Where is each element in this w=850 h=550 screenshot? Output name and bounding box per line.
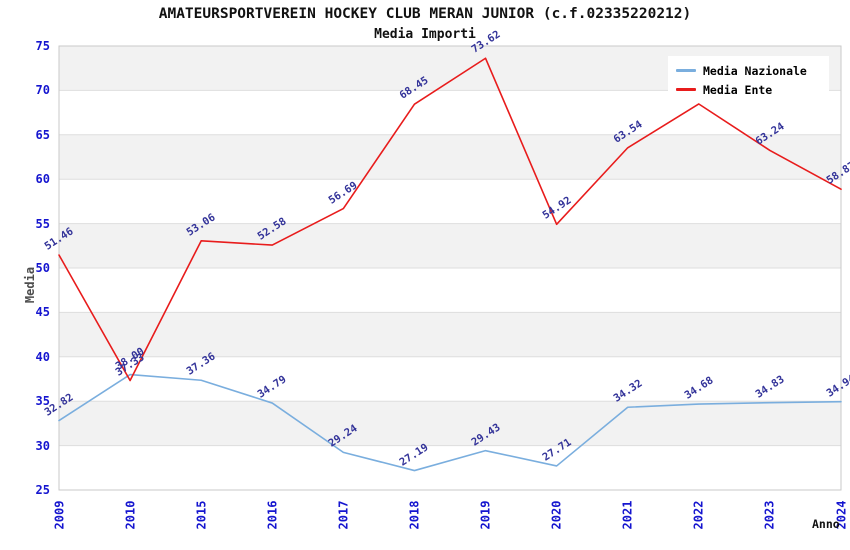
x-tick-text: 2021 [620,500,635,530]
x-tick-label: 2015 [186,496,216,534]
y-tick-label: 35 [35,394,50,409]
band-40 [59,312,841,357]
y-axis-title: Media [23,266,37,304]
y-tick-label: 55 [35,216,50,231]
y-tick-label: 60 [35,172,50,187]
x-tick-label: 2021 [613,496,643,534]
y-tick-label: 25 [35,483,50,497]
plot-border [58,45,842,491]
y-tick-label: 75 [35,39,50,53]
x-tick-label: 2010 [115,496,145,534]
y-tick-label: 30 [35,438,50,453]
x-tick-text: 2009 [52,500,66,530]
y-tick-label: 65 [35,127,50,142]
x-tick-text: 2017 [336,500,351,530]
y-tick-label: 70 [35,83,50,98]
legend: Media Nazionale Media Ente [668,56,829,103]
x-tick-text: 2023 [762,500,777,530]
x-axis-title: Anno [812,517,840,531]
x-tick-label: 2016 [257,496,287,534]
y-tick-label: 50 [35,261,50,275]
x-tick-label: 2020 [542,496,572,534]
chart-subtitle: Media Importi [374,27,476,42]
x-tick-text: 2010 [123,500,138,530]
legend-label-media-ente: Media Ente [703,82,773,97]
x-tick-label: 2019 [471,496,501,534]
legend-item-media-nazionale: Media Nazionale [668,61,829,80]
x-tick-text: 2018 [407,500,422,530]
x-tick-label: 2018 [399,496,429,534]
x-tick-text: 2016 [265,500,280,530]
y-tick-label: 45 [35,305,50,320]
band-30 [59,401,841,446]
x-tick-label: 2017 [328,496,358,534]
media-ente-line-swatch [676,88,696,91]
chart-title: AMATEURSPORTVEREIN HOCKEY CLUB MERAN JUN… [158,6,692,22]
band-60 [59,134,841,180]
band-50 [59,223,841,268]
line-media-ente [58,57,842,382]
x-tick-text: 2020 [549,500,564,530]
legend-label-media-nazionale: Media Nazionale [703,63,807,78]
x-tick-label: 2023 [755,496,785,534]
x-tick-text: 2019 [478,500,493,530]
line-media-nazionale [58,373,842,472]
x-tick-label: 2022 [684,496,714,534]
x-tick-text: 2022 [691,500,706,530]
x-tick-text: 2015 [194,500,209,530]
x-tick-label: 2009 [44,496,74,534]
y-tick-label: 40 [35,349,50,364]
legend-item-media-ente: Media Ente [668,80,829,99]
media-nazionale-line-swatch [676,69,696,72]
